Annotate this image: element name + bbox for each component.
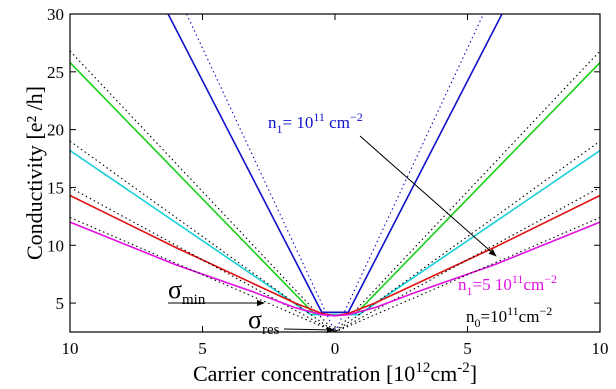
- annotation-n0: n0=1011cm−2: [466, 304, 552, 330]
- annotation-n1-blue: n1= 1011 cm−2: [268, 110, 363, 136]
- annotation-n1-magenta: n1=5 1011cm−2: [458, 272, 557, 298]
- annotation-n1-blue-sup: 11: [313, 110, 325, 124]
- annotation-n0-pre: n: [466, 307, 475, 326]
- x-axis-title-sup: 12: [415, 360, 430, 376]
- series-line-0: [167, 14, 503, 314]
- y-axis-title: Conductivity [e² /h]: [22, 86, 47, 260]
- annotation-n0-post: cm: [519, 307, 540, 326]
- annotation-sigma-res-symbol: σ: [248, 305, 262, 334]
- annotation-arrow-n1: [359, 135, 497, 257]
- y-tick-label-1: 10: [47, 236, 64, 255]
- y-tick-label-5: 30: [47, 5, 64, 24]
- annotation-sigma-res: σres: [248, 305, 280, 338]
- y-tick-label-2: 15: [47, 178, 64, 197]
- x-tick-label-3: 5: [463, 339, 472, 358]
- x-tick-label-2: 0: [331, 339, 340, 358]
- annotation-n1-magenta-mid: =5 10: [473, 275, 512, 294]
- annotation-n0-mid: =10: [481, 307, 508, 326]
- annotation-sigma-min-sub: min: [182, 292, 206, 308]
- annotation-n1-blue-pre: n: [268, 113, 277, 132]
- y-tick-label-0: 5: [56, 294, 65, 313]
- series-line-4: [70, 149, 600, 316]
- series-layer: [70, 14, 600, 332]
- x-axis-title-unit-sup: -2: [457, 360, 470, 376]
- annotation-n0-sub: 0: [475, 316, 481, 330]
- annotation-n1-blue-post-sup: −2: [350, 110, 363, 124]
- annotation-sigma-min-symbol: σ: [168, 275, 182, 304]
- annotation-n1-blue-mid: = 10: [283, 113, 314, 132]
- annotation-arrow-sigma-res: [283, 326, 335, 334]
- annotation-n0-sup: 11: [507, 304, 519, 318]
- annotation-n1-blue-sub: 1: [277, 122, 283, 136]
- x-tick-label-1: 5: [198, 339, 207, 358]
- annotation-n1-magenta-sub: 1: [467, 284, 473, 298]
- x-tick-label-4: 10: [592, 339, 609, 358]
- x-axis-title-close: ]: [470, 361, 477, 386]
- y-tick-label-3: 20: [47, 121, 64, 140]
- series-line-3-dotted: [70, 50, 600, 332]
- x-axis-title-main: Carrier concentration [10: [193, 361, 415, 386]
- annotation-n1-magenta-sup: 11: [512, 272, 524, 286]
- annotation-sigma-res-sub: res: [262, 322, 280, 338]
- annotation-sigma-min: σmin: [168, 275, 206, 308]
- series-line-6: [70, 194, 600, 317]
- series-line-5-dotted: [70, 140, 600, 332]
- annotation-n1-magenta-pre: n: [458, 275, 467, 294]
- x-axis-title-unit: cm: [430, 361, 457, 386]
- y-tick-label-4: 25: [47, 63, 64, 82]
- series-line-8: [70, 221, 600, 317]
- annotation-n1-magenta-post: cm: [523, 275, 544, 294]
- annotation-n1-blue-post: cm: [325, 113, 350, 132]
- x-axis-title: Carrier concentration [1012cm-2]: [193, 360, 477, 386]
- annotation-n1-magenta-post-sup: −2: [544, 272, 557, 286]
- x-tick-label-0: 10: [62, 339, 79, 358]
- annotation-n0-post-sup: −2: [539, 304, 552, 318]
